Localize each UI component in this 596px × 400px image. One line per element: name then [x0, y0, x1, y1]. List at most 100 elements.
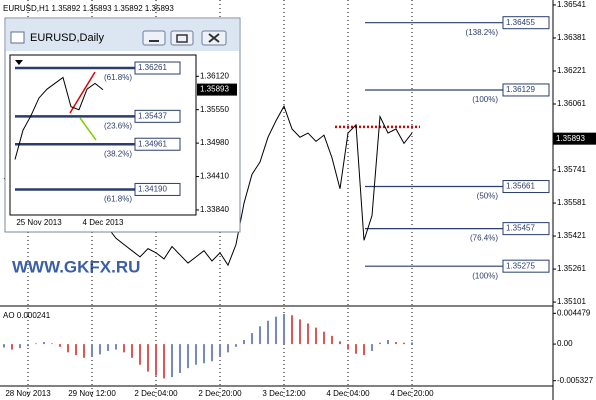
ao-bar	[51, 343, 53, 345]
fibo-price-box	[502, 83, 550, 97]
ao-bar	[363, 344, 365, 356]
fibo-price-box	[502, 16, 550, 30]
ao-bar	[35, 343, 37, 345]
ao-bar	[195, 344, 197, 365]
y-tick-label: 1.33840	[200, 205, 229, 214]
x-tick-label: 3 Dec 12:00	[262, 389, 306, 398]
ao-bar	[115, 344, 117, 350]
ao-bar	[211, 344, 213, 362]
y-tick-label: 1.34980	[200, 138, 229, 147]
fibo-price-box	[502, 180, 550, 194]
y-tick-label: 0.00	[557, 339, 573, 348]
ao-bar	[259, 326, 261, 345]
ao-bar	[67, 344, 69, 353]
ao-bar	[139, 344, 141, 365]
ao-bar	[91, 344, 93, 357]
window-icon	[10, 31, 25, 44]
ao-bar	[227, 344, 229, 353]
ao-bar	[43, 342, 45, 345]
fibo-price-box	[134, 137, 181, 151]
fibo-price: 1.35437	[138, 111, 167, 120]
ao-title: AO 0.000241	[3, 311, 51, 320]
ao-bar	[283, 313, 285, 345]
fibo-price: 1.36261	[138, 63, 167, 72]
chart-title: EURUSD,H1 1.35892 1.35893 1.35892 1.3589…	[3, 4, 174, 13]
fibo-price: 1.35661	[506, 182, 535, 191]
fibo-price: 1.36455	[506, 18, 535, 27]
inset-menu-arrow	[15, 60, 23, 65]
y-tick-label: 1.36541	[557, 0, 586, 9]
y-tick-label: 1.35101	[557, 297, 586, 306]
daily-window: EURUSD,Daily 1.36120 1.35550 1.34980 1.3441…	[4, 17, 241, 233]
ao-bar	[315, 327, 317, 345]
ao-bar	[299, 319, 301, 345]
fibo-price: 1.36129	[506, 85, 535, 94]
last-price: 1.35893	[200, 85, 229, 94]
fibo-price-box	[502, 259, 550, 273]
y-tick-label: 1.36381	[557, 33, 586, 42]
window-frame	[4, 17, 241, 233]
y-tick-label: 1.35741	[557, 165, 586, 174]
ao-bar	[83, 344, 85, 358]
window-title-bar	[6, 19, 239, 51]
fibo-price-box	[134, 182, 181, 196]
ao-bar	[347, 344, 349, 350]
fibo-price: 1.34961	[138, 139, 167, 148]
ao-bar	[179, 344, 181, 373]
ao-bar	[99, 344, 101, 355]
ao-bar	[187, 344, 189, 369]
ao-bar	[275, 316, 277, 345]
ao-bar	[291, 315, 293, 345]
minimize-button[interactable]	[142, 30, 166, 46]
y-tick-label: 1.36061	[557, 99, 586, 108]
fibo-percent: (50%)	[477, 192, 499, 201]
fibo-price-box	[134, 61, 181, 75]
ao-bar	[131, 344, 133, 358]
ao-bar	[403, 342, 405, 345]
last-price-box	[197, 83, 237, 96]
ao-bar	[11, 344, 13, 350]
ao-bar	[59, 344, 61, 347]
fibo-percent: (38.2%)	[104, 149, 132, 158]
fibo-percent: (100%)	[472, 271, 498, 280]
x-tick-label: 4 Dec 2013	[83, 218, 124, 227]
ao-bar	[371, 344, 373, 351]
ao-bar	[379, 342, 381, 345]
trend-line	[69, 71, 96, 114]
fibo-percent: (138.2%)	[466, 28, 499, 37]
watermark: WWW.GKFX.RU	[12, 257, 140, 276]
ao-bar	[251, 333, 253, 345]
close-glyph	[208, 33, 220, 43]
ao-bar	[307, 323, 309, 345]
fibo-percent: (23.6%)	[104, 121, 132, 130]
restore-button[interactable]	[170, 30, 194, 46]
fibo-price: 1.34190	[138, 185, 167, 194]
window-title: EURUSD,Daily	[30, 32, 104, 44]
y-tick-label: 1.35550	[200, 105, 229, 114]
ao-bar	[331, 335, 333, 345]
ao-bar	[147, 344, 149, 372]
ao-bar	[107, 344, 109, 351]
inset-plot-frame	[9, 54, 197, 216]
ao-bar	[123, 344, 125, 353]
trend-line	[79, 117, 97, 141]
y-tick-label: 0.004479	[557, 308, 591, 317]
fibo-percent: (61.8%)	[104, 195, 132, 204]
y-tick-label: 1.34410	[200, 172, 229, 181]
ao-bar	[219, 344, 221, 357]
x-tick-label: 28 Nov 2013	[5, 389, 51, 398]
ao-bar	[395, 342, 397, 345]
ao-bar	[339, 341, 341, 345]
last-price-box	[553, 132, 596, 145]
ao-bar	[163, 344, 165, 379]
price-line	[14, 76, 104, 160]
x-tick-label: 2 Dec 04:00	[134, 389, 178, 398]
y-tick-label: -0.005327	[557, 376, 594, 385]
fibo-price-box	[134, 109, 181, 123]
fibo-percent: (100%)	[472, 95, 498, 104]
ao-bar	[203, 344, 205, 364]
x-tick-label: 2 Dec 20:00	[198, 389, 242, 398]
fibo-price: 1.35275	[506, 261, 535, 270]
